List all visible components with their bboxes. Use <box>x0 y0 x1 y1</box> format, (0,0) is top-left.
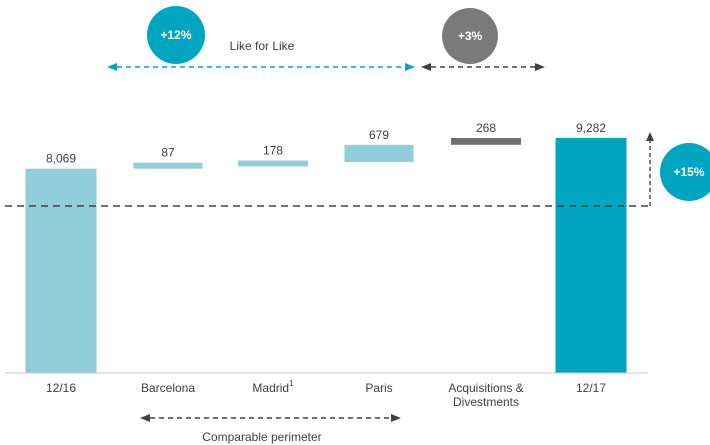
value-label-12-17: 9,282 <box>576 121 606 135</box>
lfl-pct-bubble <box>147 6 205 64</box>
bar-madrid <box>238 160 308 167</box>
value-label-madrid: 178 <box>263 144 283 158</box>
value-label-acquisitions-divestments: 268 <box>476 121 496 135</box>
value-label-paris: 679 <box>369 128 389 142</box>
lfl-arrow-left-head <box>107 63 117 71</box>
total-pct-text: +15% <box>673 165 704 179</box>
comparable-arrow-left-head <box>140 414 150 422</box>
lfl-pct-text: +12% <box>160 28 191 42</box>
lfl-arrow-right-head <box>405 63 415 71</box>
comparable-arrow-right-head <box>391 414 401 422</box>
bar-12-17 <box>555 138 627 373</box>
value-labels-group: 8,069 87 178 679 268 9,282 <box>46 121 606 166</box>
total-growth-arrow-head <box>646 132 654 141</box>
bars-group <box>25 138 627 373</box>
acq-pct-bubble <box>442 8 498 64</box>
bar-paris <box>344 144 414 163</box>
acq-arrow-right-head <box>535 63 545 71</box>
value-label-barcelona: 87 <box>161 146 175 160</box>
category-label-12-16: 12/16 <box>46 381 76 395</box>
lfl-label: Like for Like <box>230 39 295 53</box>
bar-acquisitions-divestments <box>451 138 521 145</box>
comparable-perimeter-label: Comparable perimeter <box>202 430 321 444</box>
total-pct-bubble <box>660 143 710 201</box>
value-label-12-16: 8,069 <box>46 152 76 166</box>
category-label-madrid: Madrid1 <box>252 379 294 395</box>
category-label-acquisitions-divestments: Acquisitions & Divestments <box>448 381 523 409</box>
acq-arrow-left-head <box>421 63 431 71</box>
bar-12-16 <box>25 168 97 373</box>
acq-pct-text: +3% <box>458 29 483 43</box>
category-label-barcelona: Barcelona <box>141 381 195 395</box>
category-label-12-17: 12/17 <box>576 381 606 395</box>
category-label-paris: Paris <box>365 381 392 395</box>
bar-barcelona <box>133 162 203 169</box>
category-labels-group: 12/16 Barcelona Madrid1 Paris Acquisitions &… <box>46 379 606 409</box>
